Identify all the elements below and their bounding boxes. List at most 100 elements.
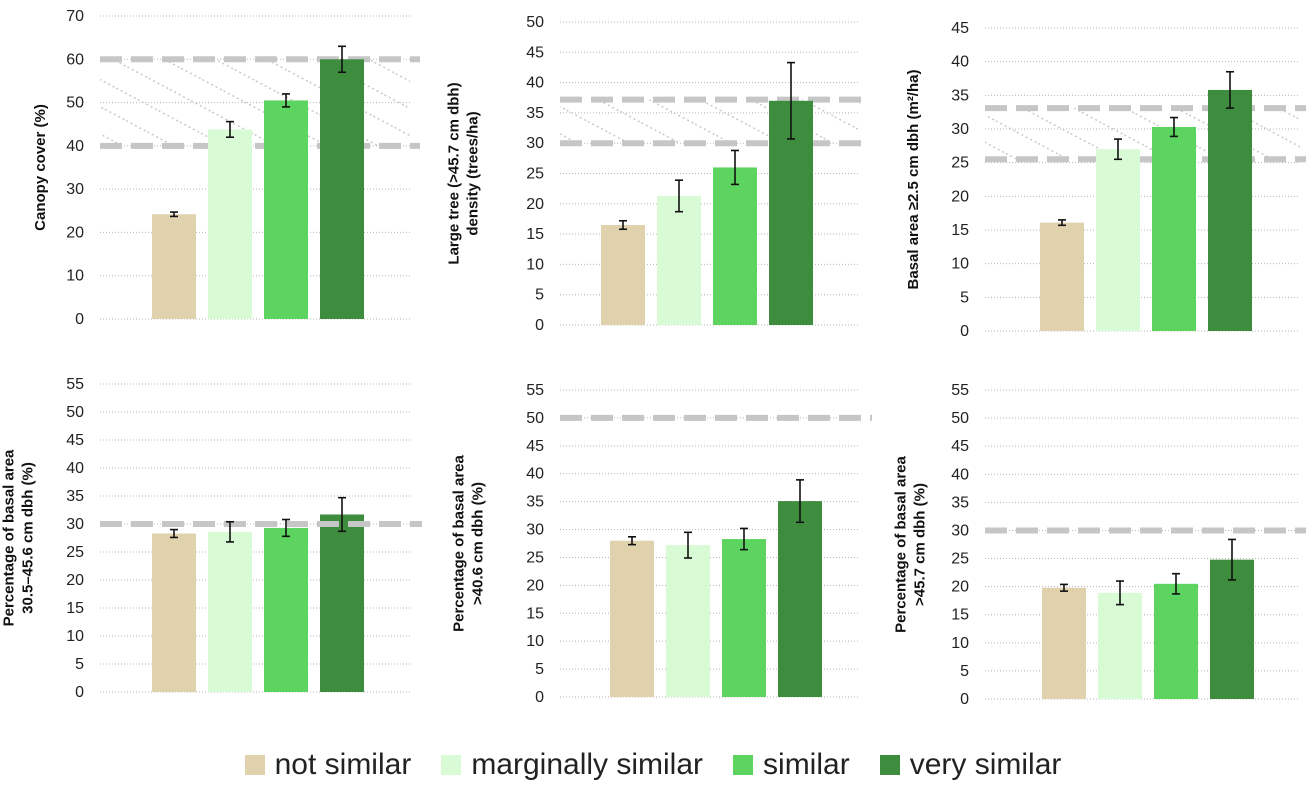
chart-panel-5: 0 5 10 15 20 25 30 35 40 45 50 55 Percentage of basa… xyxy=(451,382,873,706)
y-tick-label: 20 xyxy=(66,572,84,589)
bar-similar xyxy=(1154,584,1198,699)
legend-label-not-similar: not similar xyxy=(275,748,412,782)
legend-item-marginally-similar: marginally similar xyxy=(441,748,703,782)
y-tick-label: 20 xyxy=(66,224,84,241)
y-tick-label: 5 xyxy=(75,656,84,673)
y-tick-label: 5 xyxy=(535,661,544,678)
y-tick-label: 25 xyxy=(526,549,544,566)
bar-marginally-similar xyxy=(666,545,710,697)
chart-panel-6: 0 5 10 15 20 25 30 35 40 45 50 55 Percentage of basa… xyxy=(893,382,1306,708)
chart-panel-2: 05101520253035404550Large tree (>45.7 cm… xyxy=(446,14,871,334)
y-tick-label: 30 xyxy=(66,181,84,198)
y-tick-label: 40 xyxy=(66,138,84,155)
y-tick-label: 35 xyxy=(526,105,544,122)
chart-panel-4: 0 5 10 15 20 25 30 35 40 45 50 55 Percentage of basa… xyxy=(1,376,423,701)
y-axis-label: Percentage of basal area xyxy=(451,454,468,631)
legend-label-very-similar: very similar xyxy=(910,748,1062,782)
y-tick-label: 45 xyxy=(951,438,969,455)
y-tick-label: 10 xyxy=(526,633,544,650)
y-tick-label: 40 xyxy=(951,54,969,71)
reference-range-band xyxy=(560,100,860,144)
chart-panel-1: 010203040506070Canopy cover (%) xyxy=(32,8,420,328)
bar-similar xyxy=(713,167,757,325)
bar-not-similar xyxy=(152,214,196,319)
y-tick-label: 40 xyxy=(526,466,544,483)
bar-very-similar xyxy=(320,59,364,319)
legend: not similar marginally similar similar v… xyxy=(0,748,1306,782)
bar-not-similar xyxy=(601,225,645,325)
bar-very-similar xyxy=(778,501,822,697)
legend-swatch-marginally-similar xyxy=(441,755,461,775)
y-tick-label: 60 xyxy=(66,51,84,68)
y-tick-label: 20 xyxy=(951,188,969,205)
bar-very-similar xyxy=(320,514,364,692)
y-tick-label: 55 xyxy=(951,382,969,399)
y-tick-label: 0 xyxy=(75,311,84,328)
y-axis-label: 30.5–45.6 cm dbh (%) xyxy=(20,462,37,614)
y-tick-label: 45 xyxy=(66,432,84,449)
bar-marginally-similar xyxy=(657,196,701,325)
y-axis-label: >45.7 cm dbh (%) xyxy=(912,483,929,606)
bar-not-similar xyxy=(1042,588,1086,699)
y-tick-label: 10 xyxy=(66,628,84,645)
y-tick-label: 20 xyxy=(526,577,544,594)
legend-swatch-very-similar xyxy=(880,755,900,775)
y-tick-label: 30 xyxy=(951,522,969,539)
y-tick-label: 30 xyxy=(66,516,84,533)
y-axis-label: density (trees/ha) xyxy=(465,111,482,235)
y-tick-label: 55 xyxy=(66,376,84,393)
bar-marginally-similar xyxy=(208,532,252,692)
y-tick-label: 5 xyxy=(960,663,969,680)
bar-not-similar xyxy=(152,534,196,692)
y-tick-label: 15 xyxy=(526,226,544,243)
y-tick-label: 30 xyxy=(526,135,544,152)
y-tick-label: 25 xyxy=(951,155,969,172)
y-tick-label: 50 xyxy=(66,95,84,112)
y-tick-label: 25 xyxy=(526,166,544,183)
bar-similar xyxy=(1152,127,1196,331)
chart-panel-3: 0 5 10 15 20 25 30 35 40 45 Basal area ≥2.5 cm dbh… xyxy=(905,20,1306,340)
y-tick-label: 15 xyxy=(951,607,969,624)
y-tick-label: 10 xyxy=(951,635,969,652)
y-tick-label: 0 xyxy=(960,323,969,340)
y-tick-label: 50 xyxy=(526,14,544,31)
y-tick-label: 45 xyxy=(951,20,969,37)
y-tick-label: 40 xyxy=(951,466,969,483)
y-tick-label: 55 xyxy=(526,382,544,399)
y-tick-label: 5 xyxy=(960,289,969,306)
bar-not-similar xyxy=(610,541,654,697)
y-tick-label: 20 xyxy=(526,196,544,213)
y-tick-label: 0 xyxy=(75,684,84,701)
y-axis-label: Basal area ≥2.5 cm dbh (m²/ha) xyxy=(905,70,922,290)
legend-label-similar: similar xyxy=(763,748,850,782)
bar-similar xyxy=(722,539,766,697)
bar-marginally-similar xyxy=(1098,593,1142,699)
legend-item-not-similar: not similar xyxy=(245,748,412,782)
y-axis-label: Percentage of basal area xyxy=(893,455,910,632)
y-axis-label: Large tree (>45.7 cm dbh) xyxy=(446,82,463,264)
legend-swatch-similar xyxy=(733,755,753,775)
y-tick-label: 50 xyxy=(526,410,544,427)
y-tick-label: 10 xyxy=(66,268,84,285)
legend-label-marginally-similar: marginally similar xyxy=(471,748,703,782)
y-axis-label: Percentage of basal area xyxy=(1,449,18,626)
y-tick-label: 0 xyxy=(535,689,544,706)
y-tick-label: 5 xyxy=(535,287,544,304)
y-tick-label: 40 xyxy=(526,75,544,92)
bar-very-similar xyxy=(1208,90,1252,331)
y-tick-label: 0 xyxy=(535,317,544,334)
y-tick-label: 15 xyxy=(951,222,969,239)
bar-marginally-similar xyxy=(208,129,252,319)
y-tick-label: 50 xyxy=(951,410,969,427)
y-tick-label: 35 xyxy=(526,494,544,511)
y-axis-label: Canopy cover (%) xyxy=(32,104,49,231)
y-tick-label: 25 xyxy=(66,544,84,561)
y-tick-label: 45 xyxy=(526,44,544,61)
y-tick-label: 50 xyxy=(66,404,84,421)
y-tick-label: 40 xyxy=(66,460,84,477)
y-tick-label: 15 xyxy=(526,605,544,622)
y-tick-label: 15 xyxy=(66,600,84,617)
y-tick-label: 10 xyxy=(951,256,969,273)
bar-similar xyxy=(264,100,308,319)
